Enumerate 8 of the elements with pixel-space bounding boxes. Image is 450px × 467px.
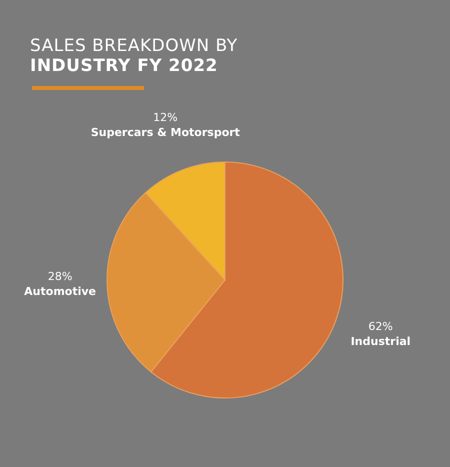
data-label: 62%	[368, 320, 393, 333]
data-label: 12%	[153, 111, 178, 124]
slice-label: Automotive	[24, 285, 96, 298]
slice-label: Industrial	[350, 334, 411, 348]
data-label: 28%	[48, 270, 72, 284]
chart-subtitle: INDUSTRY FY 2022	[30, 56, 218, 76]
slice-label: Supercars & Motorsport	[90, 126, 240, 140]
chart-title: SALES BREAKDOWN BY	[30, 36, 238, 56]
